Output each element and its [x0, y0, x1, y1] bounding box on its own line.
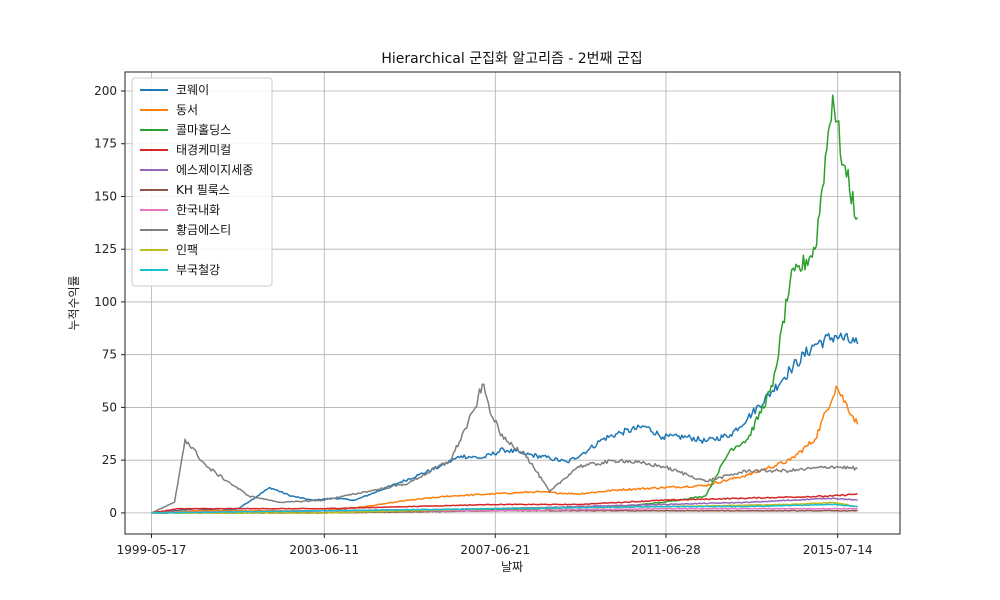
plot-frame [124, 71, 901, 535]
y-tick-label: 75 [102, 348, 117, 362]
legend-entry: 에스제이지세종 [176, 163, 253, 177]
legend-entry: 한국내화 [176, 203, 220, 217]
y-tick-label: 50 [102, 400, 117, 414]
series-line-1 [151, 332, 859, 514]
series-line-10 [151, 503, 858, 514]
x-tick-label: 2015-07-14 [803, 543, 873, 557]
x-axis: 1999-05-17 2003-06-11 2007-06-21 2011-06-28… [117, 534, 873, 557]
legend-entry: 부국철강 [176, 263, 220, 277]
legend-entry: 태경케미컬 [176, 143, 231, 157]
x-tick-label: 1999-05-17 [117, 543, 187, 557]
legend-entry: 황금에스티 [176, 223, 231, 237]
y-axis-label: 누적수익률 [67, 275, 81, 330]
x-tick-label: 2003-06-11 [289, 543, 359, 557]
y-tick-label: 125 [94, 242, 117, 256]
legend-entry: 인팩 [176, 243, 198, 257]
grid-lines [125, 72, 900, 534]
legend-entry: KH 필룩스 [176, 183, 230, 197]
y-axis: 0 25 50 75 100 125 150 175 200 [94, 84, 125, 520]
chart-title: Hierarchical 군집화 알고리즘 - 2번째 군집 [381, 51, 642, 67]
x-axis-label: 날짜 [501, 560, 523, 574]
y-tick-label: 200 [94, 84, 117, 98]
y-tick-label: 25 [102, 453, 117, 467]
y-tick-label: 150 [94, 189, 117, 203]
x-tick-label: 2007-06-21 [460, 543, 530, 557]
series-layer [151, 94, 859, 514]
legend-entry: 콜마홀딩스 [176, 123, 231, 137]
legend-entry: 코웨이 [176, 83, 209, 97]
x-tick-label: 2011-06-28 [631, 543, 701, 557]
series-line-4 [151, 493, 858, 514]
series-line-8 [151, 383, 858, 514]
y-tick-label: 175 [94, 137, 117, 151]
legend-entry: 동서 [176, 103, 198, 117]
y-tick-label: 100 [94, 295, 117, 309]
y-tick-label: 0 [109, 506, 117, 520]
